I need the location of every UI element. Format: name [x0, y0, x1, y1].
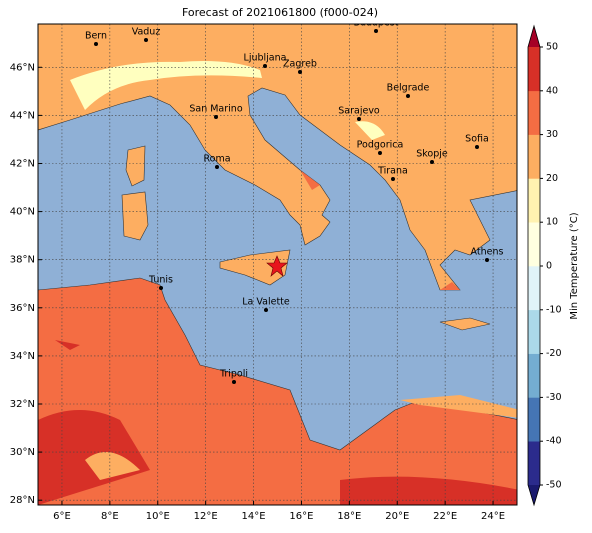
- colorbar-segment: [528, 266, 540, 311]
- x-tick-label: 14°E: [242, 511, 266, 522]
- colorbar-tick-label: -30: [546, 392, 562, 403]
- colorbar-segment: [528, 353, 540, 398]
- city-label: Podgorica: [357, 140, 404, 151]
- x-tick-label: 10°E: [146, 511, 170, 522]
- colorbar-segment: [528, 222, 540, 267]
- colorbar-tick-label: -20: [546, 348, 562, 359]
- x-tick-label: 20°E: [385, 511, 409, 522]
- city-label: San Marino: [189, 104, 242, 115]
- graticule: [38, 24, 517, 505]
- city-label: Roma: [203, 154, 230, 165]
- city-label: Belgrade: [387, 83, 430, 94]
- city-dot: [264, 308, 268, 312]
- map-frame: [37, 23, 518, 506]
- y-tick-label: 36°N: [10, 303, 35, 314]
- colorbar-tick-label: 50: [546, 42, 558, 53]
- corsica: [125, 145, 146, 187]
- city-label: Vaduz: [132, 27, 161, 38]
- colorbar-segment: [528, 134, 540, 179]
- colorbar-tick-label: -10: [546, 304, 562, 315]
- city-label: Tirana: [377, 166, 408, 177]
- x-tick-label: 22°E: [433, 511, 457, 522]
- city-label: Ljubljana: [244, 53, 287, 64]
- city-dot: [485, 258, 489, 262]
- forecast-point-star: [266, 255, 288, 277]
- y-tick-label: 32°N: [10, 399, 35, 410]
- y-tick-label: 46°N: [10, 62, 35, 73]
- crete: [439, 317, 491, 331]
- city-dot: [374, 29, 378, 33]
- title: Forecast of 2021061800 (f000-024): [182, 6, 378, 19]
- city-dot: [406, 94, 410, 98]
- city-dot: [378, 151, 382, 155]
- x-tick-label: 24°E: [481, 511, 505, 522]
- city-dot: [159, 286, 163, 290]
- y-tick-label: 44°N: [10, 110, 35, 121]
- city-dot: [144, 38, 148, 42]
- colorbar-segment: [528, 397, 540, 442]
- city-label: Tripoli: [219, 369, 248, 380]
- city-label: Athens: [471, 247, 504, 258]
- x-tick-label: 6°E: [53, 511, 71, 522]
- city-dot: [475, 145, 479, 149]
- colorbar-segment: [528, 90, 540, 135]
- city-dot: [94, 42, 98, 46]
- sicily: [219, 249, 291, 286]
- colorbar-tick-label: 0: [546, 261, 552, 272]
- y-tick-label: 40°N: [10, 207, 35, 218]
- colorbar-over: [528, 26, 540, 47]
- city-dot: [298, 70, 302, 74]
- y-tick-label: 38°N: [10, 255, 35, 266]
- x-tick-label: 8°E: [101, 511, 119, 522]
- africa-mild: [85, 395, 517, 480]
- x-tick-label: 16°E: [289, 511, 313, 522]
- colorbar-tick-label: -50: [546, 480, 562, 491]
- city-dot: [391, 177, 395, 181]
- y-tick-label: 34°N: [10, 351, 35, 362]
- city-dot: [357, 117, 361, 121]
- colorbar-tick-label: -40: [546, 436, 562, 447]
- y-tick-label: 42°N: [10, 158, 35, 169]
- colorbar-tick-label: 10: [546, 217, 558, 228]
- colorbar-segment: [528, 47, 540, 92]
- city-dot: [232, 380, 236, 384]
- colorbar-under: [528, 485, 540, 505]
- colorbar-tick-label: 20: [546, 173, 558, 184]
- coastal-warm: [300, 170, 460, 290]
- sardinia: [121, 191, 149, 241]
- y-tick-label: 30°N: [10, 447, 35, 458]
- colorbar-segment: [528, 441, 540, 486]
- colorbar-segment: [528, 178, 540, 223]
- city-label: Sofia: [465, 134, 489, 145]
- colorbar-segment: [528, 309, 540, 354]
- city-label: Tunis: [148, 275, 173, 286]
- city-label: Skopje: [416, 149, 448, 160]
- x-tick-label: 18°E: [337, 511, 361, 522]
- colorbar-tick-label: 40: [546, 85, 558, 96]
- colorbar: -50 -40 -30 -20 -10 0 10 20 30 40 50: [527, 24, 562, 507]
- colorbar-tick-label: 30: [546, 129, 558, 140]
- city-dot: [214, 115, 218, 119]
- city-dot: [215, 165, 219, 169]
- city-label: Zagreb: [283, 59, 317, 70]
- y-tick-label: 28°N: [10, 495, 35, 506]
- city-label: Bern: [85, 31, 107, 42]
- city-label: Budapest: [354, 18, 399, 29]
- africa-hot: [38, 340, 517, 505]
- city-dot: [263, 64, 267, 68]
- colorbar-label: Min Temperature (°C): [569, 212, 580, 319]
- city-dot: [430, 160, 434, 164]
- x-tick-label: 12°E: [194, 511, 218, 522]
- city-label: Sarajevo: [338, 106, 380, 117]
- city-label: La Valette: [242, 297, 290, 308]
